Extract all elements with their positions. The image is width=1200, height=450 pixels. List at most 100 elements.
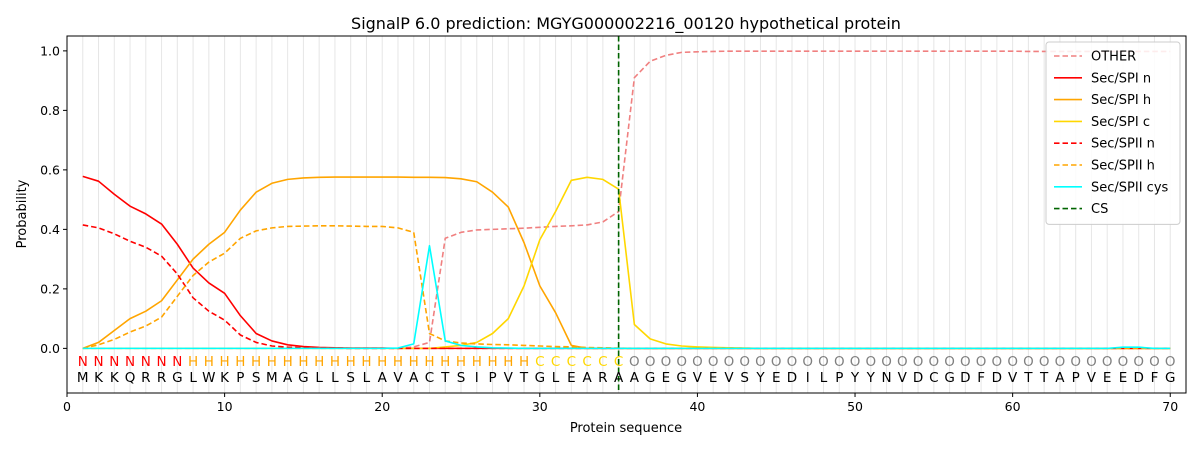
sequence-letter: S <box>252 370 261 386</box>
region-label: N <box>109 354 119 370</box>
region-label: H <box>519 354 529 370</box>
legend-label: CS <box>1091 202 1108 217</box>
sequence-letter: V <box>1008 370 1018 386</box>
region-label: O <box>1165 354 1176 370</box>
sequence-letter: Y <box>755 370 765 386</box>
region-label: N <box>172 354 182 370</box>
region-label: H <box>267 354 277 370</box>
sequence-letter: A <box>378 370 388 386</box>
sequence-letter: A <box>1055 370 1065 386</box>
sequence-letter: R <box>598 370 607 386</box>
sequence-letter: G <box>645 370 655 386</box>
y-axis-label: Probability <box>15 179 30 248</box>
legend-label: Sec/SPI c <box>1091 115 1150 130</box>
region-label: N <box>141 354 151 370</box>
sequence-letter: V <box>898 370 908 386</box>
region-label: O <box>1055 354 1066 370</box>
legend-label: Sec/SPI h <box>1091 93 1151 108</box>
x-axis-label: Protein sequence <box>570 421 682 436</box>
x-tick-label: 10 <box>217 399 233 414</box>
region-label: N <box>157 354 167 370</box>
x-tick-label: 30 <box>532 399 548 414</box>
region-label: O <box>913 354 924 370</box>
legend-box <box>1045 41 1181 225</box>
region-label: O <box>676 354 687 370</box>
region-label: O <box>645 354 656 370</box>
region-label: O <box>865 354 876 370</box>
sequence-letter: G <box>1165 370 1175 386</box>
region-label: H <box>235 354 245 370</box>
x-axis-ticks: 0 10 20 30 40 50 60 70 <box>63 393 1178 414</box>
sequence-letter: E <box>709 370 718 386</box>
region-label: O <box>818 354 829 370</box>
sequence-letter: P <box>488 370 496 386</box>
y-tick-label: 0.0 <box>40 341 60 356</box>
sequence-letter: E <box>662 370 671 386</box>
sequence-letter: T <box>1039 370 1049 386</box>
y-tick-label: 0.6 <box>40 162 60 177</box>
sequence-letter: E <box>1119 370 1128 386</box>
region-label: O <box>850 354 861 370</box>
plot-frame <box>66 35 1187 394</box>
sequence-letter: N <box>881 370 891 386</box>
region-label: C <box>614 354 623 370</box>
sequence-annotation: MNKNKNQNRNRNGNLHWHKHPHSHMHAHGHLHLHSHLHAH… <box>77 354 1176 386</box>
sequence-letter: K <box>110 370 120 386</box>
region-label: H <box>361 354 371 370</box>
region-label: C <box>551 354 560 370</box>
chart-title: SignalP 6.0 prediction: MGYG000002216_00… <box>351 14 901 34</box>
region-label: C <box>598 354 607 370</box>
sequence-letter: G <box>535 370 545 386</box>
region-label: O <box>1023 354 1034 370</box>
region-label: H <box>220 354 230 370</box>
sequence-letter: Y <box>866 370 876 386</box>
region-label: O <box>661 354 672 370</box>
sequence-letter: G <box>676 370 686 386</box>
sequence-letter: C <box>929 370 938 386</box>
y-tick-label: 1.0 <box>40 43 60 58</box>
region-label: N <box>125 354 135 370</box>
sequence-letter: G <box>298 370 308 386</box>
sequence-letter: P <box>1072 370 1080 386</box>
sequence-letter: A <box>283 370 293 386</box>
sequence-letter: Y <box>850 370 860 386</box>
region-label: O <box>629 354 640 370</box>
sequence-letter: F <box>977 370 985 386</box>
region-label: H <box>251 354 261 370</box>
sequence-letter: L <box>331 370 339 386</box>
region-label: H <box>409 354 419 370</box>
legend-label: Sec/SPII cys <box>1091 180 1169 195</box>
region-label: O <box>802 354 813 370</box>
region-label: O <box>771 354 782 370</box>
y-tick-label: 0.4 <box>40 222 60 237</box>
legend-label: Sec/SPII h <box>1091 159 1155 174</box>
x-tick-label: 60 <box>1005 399 1021 414</box>
region-label: H <box>314 354 324 370</box>
x-tick-label: 20 <box>374 399 390 414</box>
sequence-letter: V <box>1087 370 1097 386</box>
series-line-sec-spii-cys <box>82 244 1171 350</box>
region-label: C <box>567 354 576 370</box>
sequence-letter: T <box>1023 370 1033 386</box>
region-label: H <box>330 354 340 370</box>
sequence-letter: G <box>944 370 954 386</box>
region-label: O <box>944 354 955 370</box>
region-label: H <box>503 354 513 370</box>
region-label: O <box>1086 354 1097 370</box>
x-tick-label: 0 <box>63 399 71 414</box>
region-label: H <box>283 354 293 370</box>
region-label: O <box>692 354 703 370</box>
sequence-letter: F <box>1151 370 1159 386</box>
sequence-letter: Q <box>125 370 136 386</box>
sequence-letter: L <box>315 370 323 386</box>
region-label: H <box>204 354 214 370</box>
sequence-letter: A <box>409 370 419 386</box>
region-label: H <box>188 354 198 370</box>
region-label: H <box>424 354 434 370</box>
legend-label: OTHER <box>1091 50 1136 65</box>
sequence-letter: I <box>475 370 479 386</box>
region-label: O <box>1133 354 1144 370</box>
region-label: H <box>440 354 450 370</box>
